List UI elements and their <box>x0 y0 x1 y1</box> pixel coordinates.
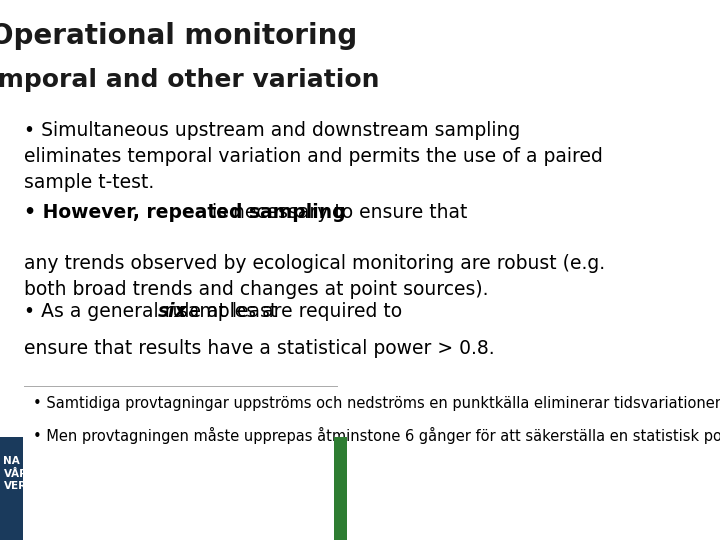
Text: any trends observed by ecological monitoring are robust (e.g.
both broad trends : any trends observed by ecological monito… <box>24 254 606 299</box>
Text: • Men provtagningen måste upprepas åtminstone 6 gånger för att säkerställa en st: • Men provtagningen måste upprepas åtmin… <box>33 427 720 444</box>
Text: • Simultaneous upstream and downstream sampling
eliminates temporal variation an: • Simultaneous upstream and downstream s… <box>24 122 603 192</box>
Text: Temporal and other variation: Temporal and other variation <box>0 68 380 91</box>
Text: is necessary to ensure that: is necessary to ensure that <box>206 202 467 221</box>
Text: NA
VÅR
VER: NA VÅR VER <box>4 456 27 491</box>
Text: • Samtidiga provtagningar uppströms och nedströms en punktkälla eliminerar tidsv: • Samtidiga provtagningar uppströms och … <box>33 396 720 411</box>
Text: • However, repeated sampling: • However, repeated sampling <box>24 202 346 221</box>
Text: ensure that results have a statistical power > 0.8.: ensure that results have a statistical p… <box>24 339 495 358</box>
Text: six: six <box>158 302 188 321</box>
Text: • As a general rule at least: • As a general rule at least <box>24 302 284 321</box>
Text: Operational monitoring: Operational monitoring <box>0 22 357 50</box>
Text: samples are required to: samples are required to <box>172 302 402 321</box>
FancyBboxPatch shape <box>0 437 22 540</box>
FancyBboxPatch shape <box>334 437 347 540</box>
